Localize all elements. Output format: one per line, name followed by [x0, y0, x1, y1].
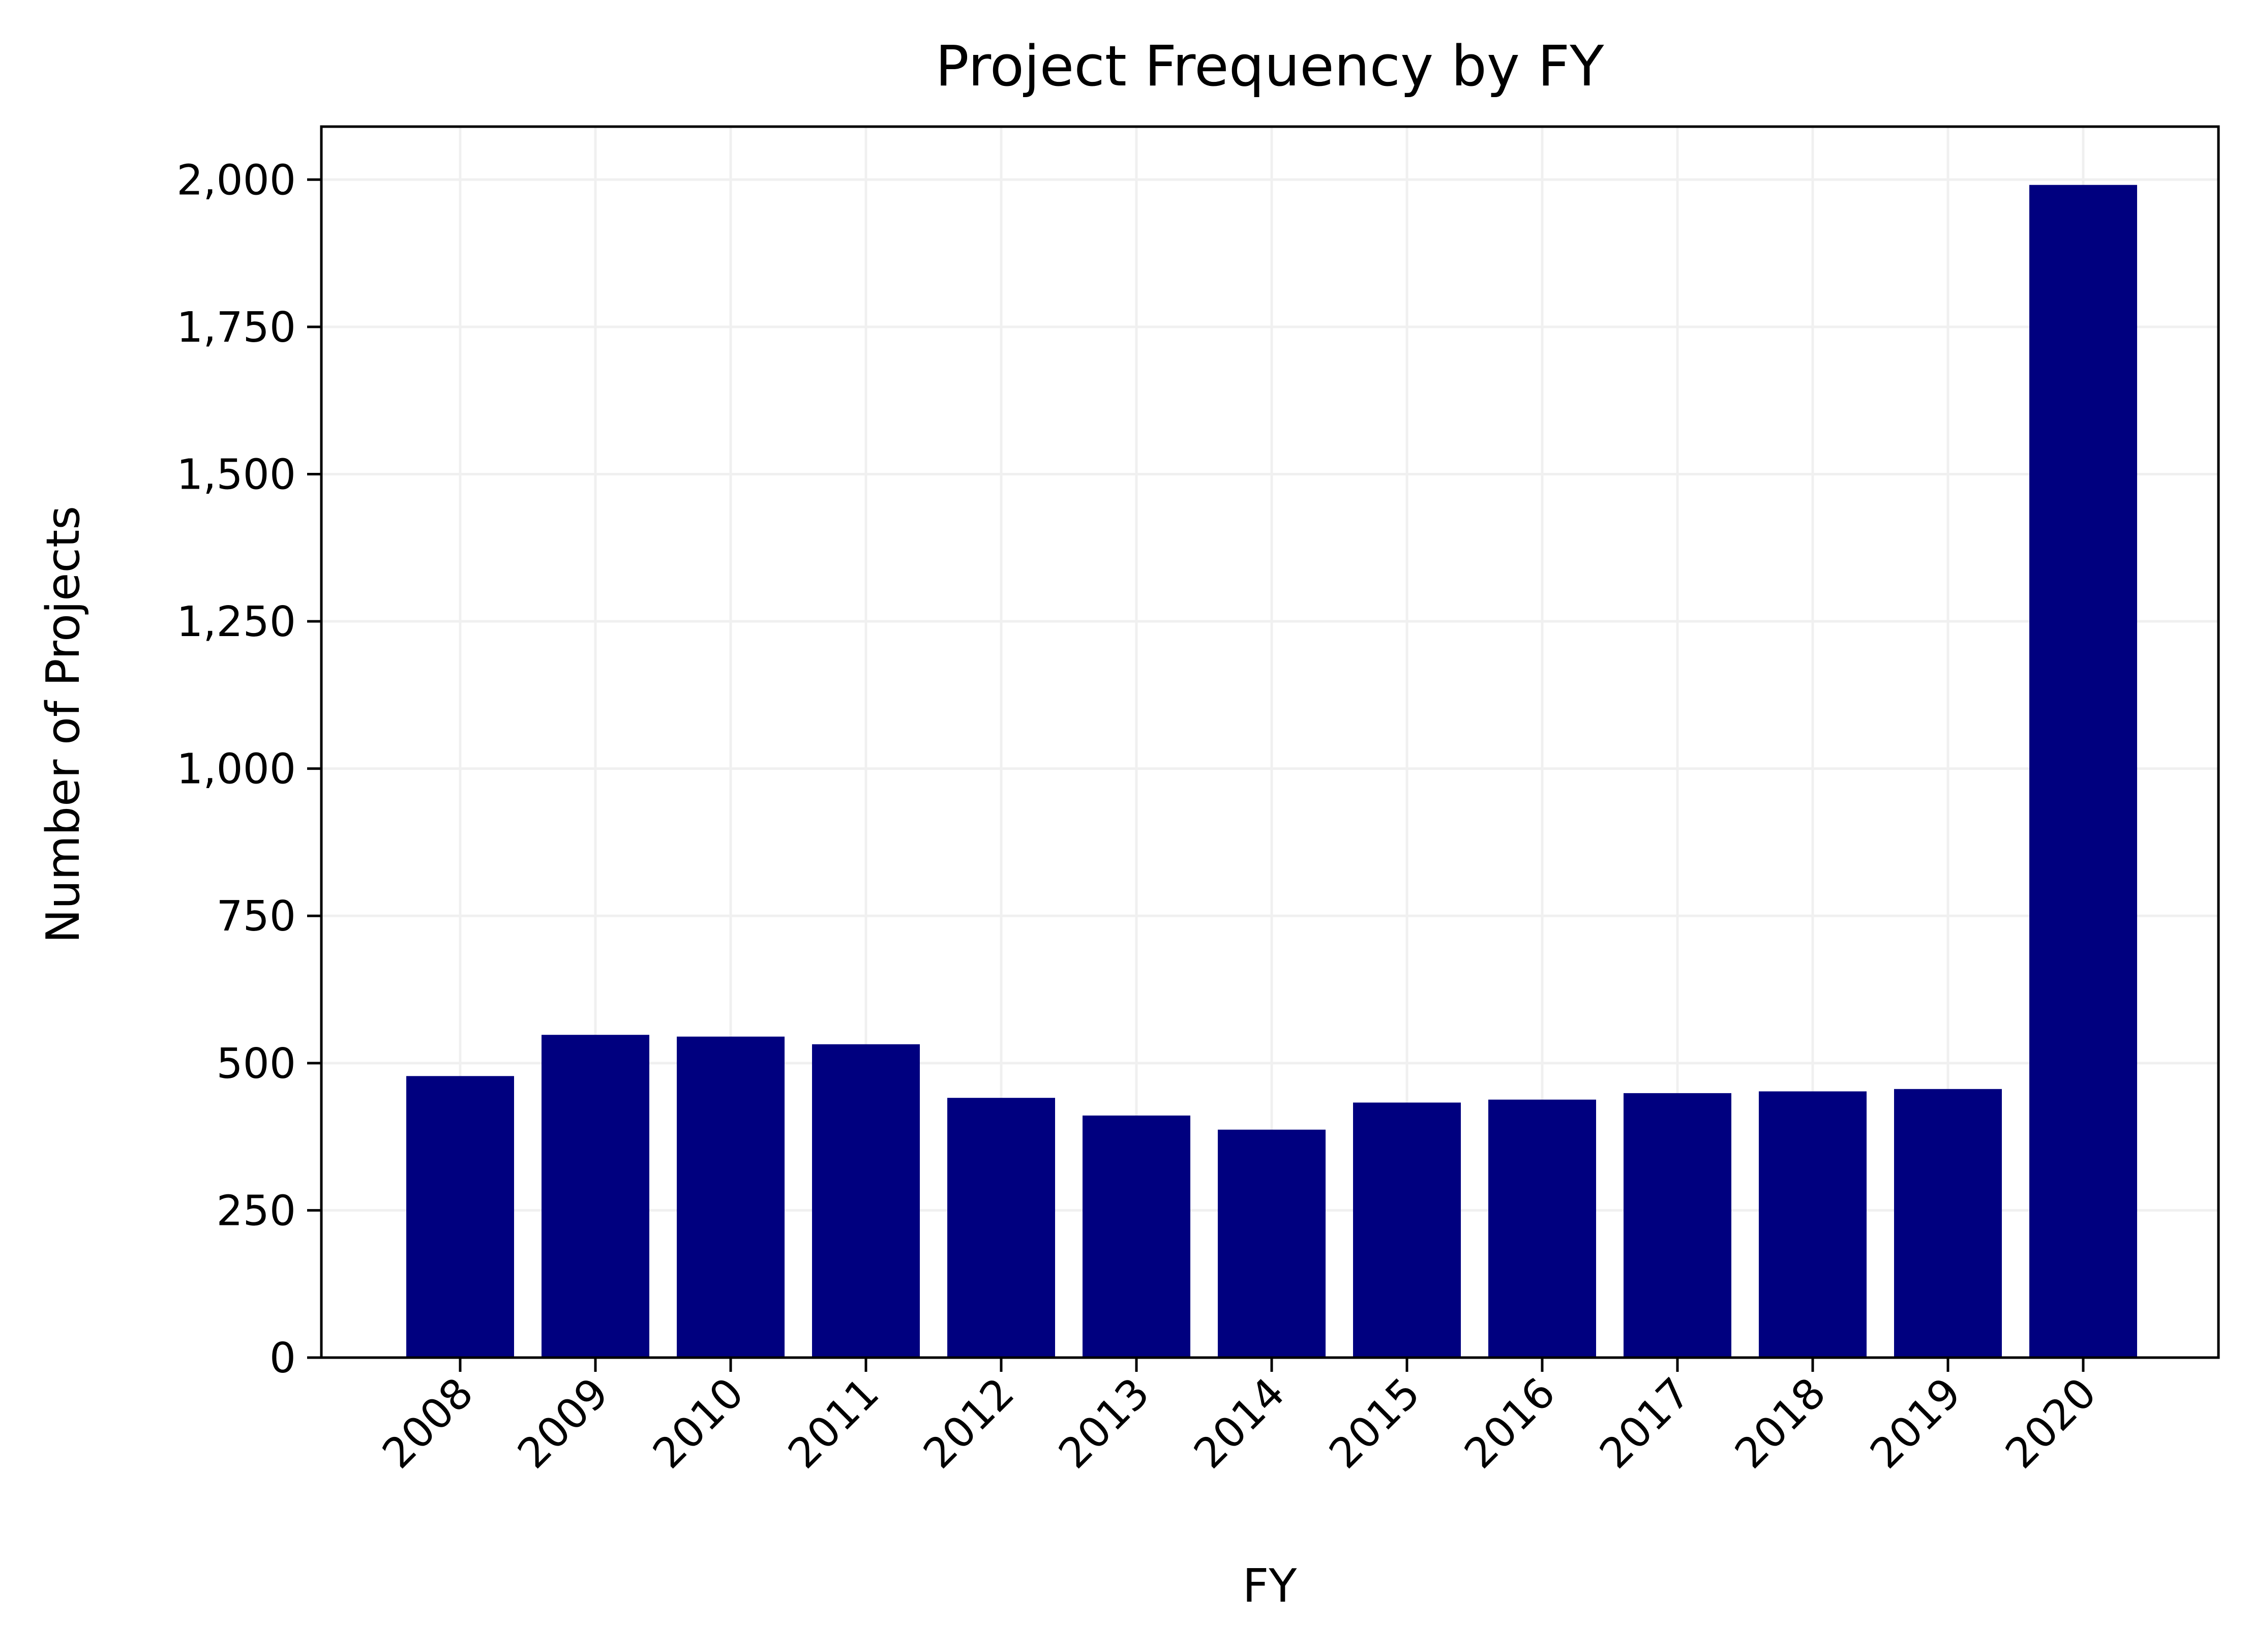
bar-2009: [542, 1035, 649, 1358]
y-tick-label: 750: [216, 892, 296, 941]
plot-frame: [320, 125, 2220, 1359]
y-tick-label: 1,500: [176, 450, 296, 499]
bar-2012: [947, 1098, 1055, 1358]
y-tick-label: 250: [216, 1187, 296, 1235]
y-tick-label: 1,000: [176, 745, 296, 794]
y-tick-label: 1,750: [176, 304, 296, 352]
bar-2008: [406, 1076, 514, 1358]
y-tick-label: 500: [216, 1040, 296, 1088]
x-tick-label: 2012: [914, 1369, 1024, 1478]
bar-2016: [1488, 1099, 1596, 1358]
y-tick-label: 2,000: [176, 156, 296, 204]
x-tick-label: 2009: [508, 1369, 618, 1478]
bar-2011: [812, 1044, 920, 1358]
bar-layer: [406, 185, 2137, 1358]
bar-2010: [677, 1036, 785, 1358]
x-tick-label: 2010: [644, 1369, 753, 1478]
x-tick-label: 2008: [373, 1369, 483, 1478]
bar-2017: [1624, 1093, 1731, 1358]
x-tick-label: 2020: [1996, 1369, 2106, 1478]
bar-2020: [2029, 185, 2137, 1358]
chart-title: Project Frequency by FY: [936, 34, 1605, 99]
bar-2013: [1083, 1115, 1190, 1358]
x-tick-label: 2018: [1726, 1369, 1835, 1478]
x-tick-label: 2011: [779, 1369, 888, 1478]
bar-2015: [1353, 1102, 1461, 1358]
x-tick-label: 2013: [1049, 1369, 1159, 1478]
x-tick-label: 2017: [1590, 1369, 1700, 1478]
bar-2019: [1894, 1089, 2002, 1358]
x-axis-title: FY: [1243, 1559, 1298, 1613]
y-axis-title: Number of Projects: [37, 506, 90, 943]
y-tick-label: 1,250: [176, 598, 296, 646]
x-tick-label: 2015: [1320, 1369, 1429, 1478]
y-tick-label: 0: [269, 1334, 296, 1383]
x-tick-label: 2019: [1861, 1369, 1970, 1478]
bar-2018: [1759, 1091, 1867, 1358]
bar-2014: [1218, 1129, 1326, 1358]
x-tick-label: 2016: [1455, 1369, 1565, 1478]
x-tick-label: 2014: [1185, 1369, 1294, 1478]
